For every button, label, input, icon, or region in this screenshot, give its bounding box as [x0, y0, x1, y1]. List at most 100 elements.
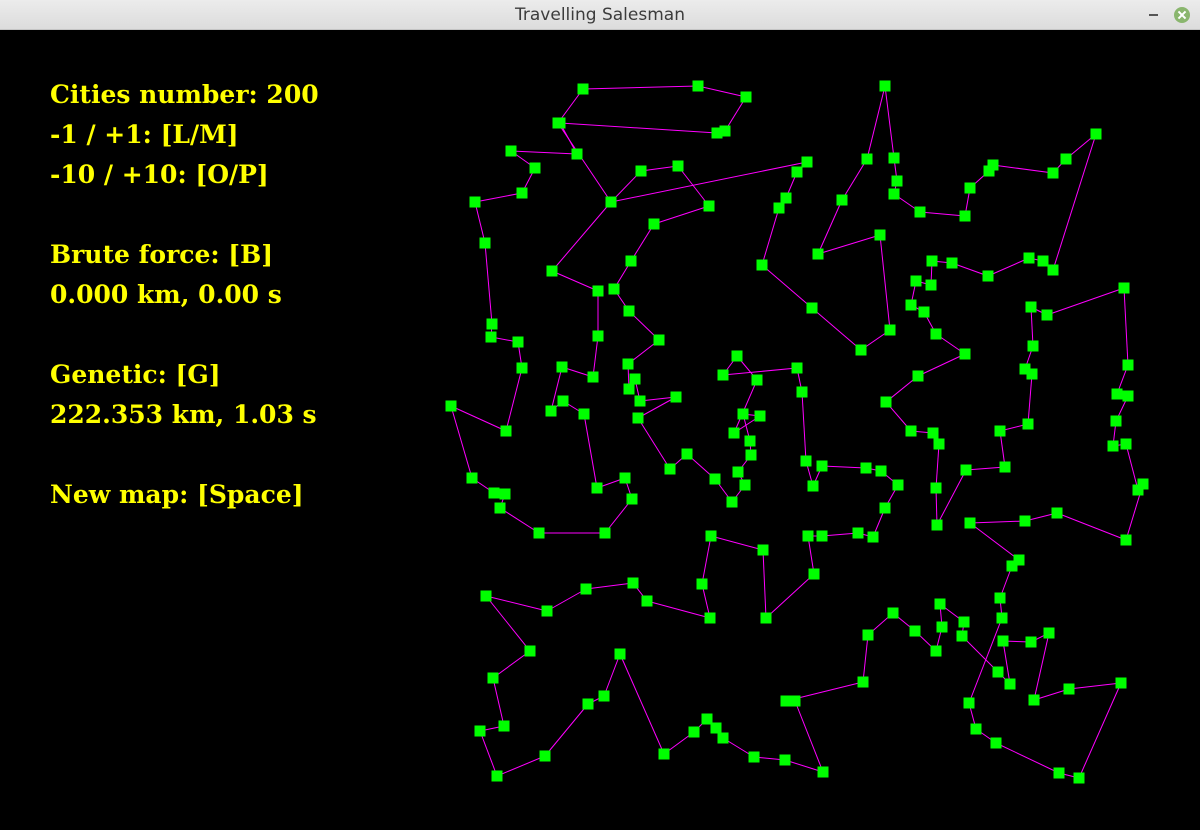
city-marker: [726, 496, 738, 508]
city-marker: [1120, 438, 1132, 450]
close-icon[interactable]: [1174, 7, 1190, 23]
city-marker: [688, 726, 700, 738]
city-marker: [499, 488, 511, 500]
route-segment: [969, 520, 1026, 524]
route-segment: [987, 257, 1030, 277]
city-marker: [479, 237, 491, 249]
city-marker: [1115, 677, 1127, 689]
city-marker: [879, 502, 891, 514]
city-marker: [541, 605, 553, 617]
city-marker: [627, 577, 639, 589]
city-marker: [634, 395, 646, 407]
city-marker: [516, 362, 528, 374]
route-segment: [450, 405, 473, 479]
route-segment: [637, 396, 677, 419]
route-segment: [551, 270, 599, 292]
minimize-icon[interactable]: [1146, 7, 1162, 23]
city-marker: [806, 302, 818, 314]
city-marker: [748, 751, 760, 763]
city-marker: [635, 165, 647, 177]
city-marker: [887, 607, 899, 619]
city-marker: [445, 400, 457, 412]
city-marker: [791, 166, 803, 178]
city-marker: [539, 750, 551, 762]
city-marker: [710, 722, 722, 734]
city-marker: [672, 160, 684, 172]
city-marker: [1090, 128, 1102, 140]
city-marker: [860, 462, 872, 474]
city-marker: [925, 279, 937, 291]
city-marker: [653, 334, 665, 346]
city-marker: [1043, 627, 1055, 639]
route-segment: [733, 379, 758, 434]
city-marker: [816, 460, 828, 472]
city-marker: [918, 306, 930, 318]
tour-map: [445, 80, 1149, 784]
step10-keys-label: -10 / +10: [O/P]: [50, 160, 269, 189]
city-marker: [592, 330, 604, 342]
city-marker: [1132, 484, 1144, 496]
city-marker: [524, 645, 536, 657]
city-marker: [556, 361, 568, 373]
city-marker: [996, 612, 1008, 624]
city-marker: [807, 480, 819, 492]
route-segment: [1033, 688, 1070, 701]
city-marker: [912, 370, 924, 382]
city-marker: [936, 621, 948, 633]
map-canvas: Cities number: 200 -1 / +1: [L/M] -10 / …: [0, 30, 1200, 830]
city-marker: [488, 487, 500, 499]
city-marker: [500, 425, 512, 437]
route-segment: [1125, 443, 1139, 491]
city-marker: [914, 206, 926, 218]
route-segment: [479, 730, 498, 777]
city-marker: [466, 472, 478, 484]
route-segment: [784, 759, 824, 773]
city-marker: [648, 218, 660, 230]
city-marker: [1026, 368, 1038, 380]
route-segment: [919, 211, 966, 217]
city-marker: [930, 482, 942, 494]
city-marker: [605, 196, 617, 208]
city-marker: [487, 672, 499, 684]
city-marker: [1028, 694, 1040, 706]
city-marker: [861, 153, 873, 165]
city-marker: [983, 165, 995, 177]
city-marker: [592, 285, 604, 297]
route-segment: [1030, 306, 1034, 347]
tour-route: [450, 85, 1144, 779]
city-marker: [703, 200, 715, 212]
route-segment: [585, 582, 634, 590]
route-segment: [862, 634, 869, 683]
city-marker: [891, 175, 903, 187]
city-marker: [480, 590, 492, 602]
route-segment: [817, 234, 881, 255]
route-segment: [637, 417, 671, 470]
city-marker: [701, 713, 713, 725]
route-segment: [485, 595, 531, 652]
city-marker: [933, 438, 945, 450]
route-segment: [761, 207, 780, 266]
route-segment: [701, 583, 711, 619]
city-marker: [711, 127, 723, 139]
city-marker: [599, 527, 611, 539]
route-segment: [496, 755, 546, 777]
city-marker: [709, 473, 721, 485]
city-marker: [1037, 255, 1049, 267]
city-marker: [1053, 767, 1065, 779]
city-marker: [1111, 388, 1123, 400]
city-marker: [681, 448, 693, 460]
route-segment: [821, 532, 859, 537]
city-marker: [505, 145, 517, 157]
city-marker: [641, 595, 653, 607]
route-segment: [546, 588, 587, 612]
route-segment: [510, 150, 578, 155]
route-segment: [639, 396, 677, 402]
route-segment: [653, 205, 710, 225]
city-marker: [622, 358, 634, 370]
city-marker: [1107, 440, 1119, 452]
route-segment: [935, 487, 938, 526]
route-segment: [1052, 133, 1097, 271]
route-segment: [619, 653, 665, 755]
city-marker: [587, 371, 599, 383]
city-marker: [757, 544, 769, 556]
